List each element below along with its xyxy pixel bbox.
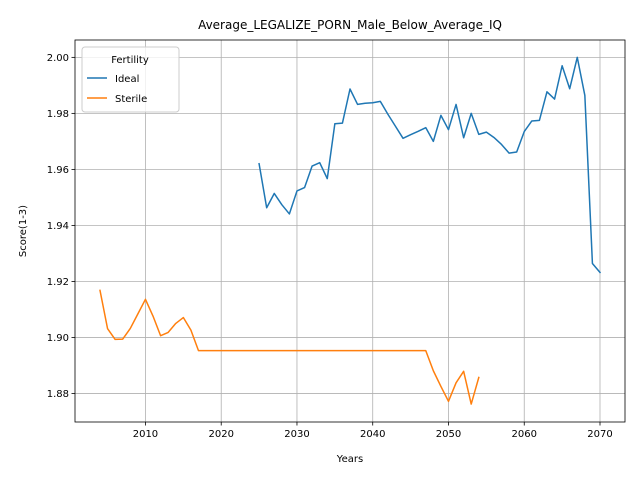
x-tick-label: 2060	[512, 429, 537, 440]
plot-frame	[74, 39, 626, 423]
x-tick-label: 2010	[133, 429, 158, 440]
x-tick-label: 2070	[587, 429, 612, 440]
chart-title: Average_LEGALIZE_PORN_Male_Below_Average…	[198, 18, 502, 32]
y-tick-label: 1.90	[47, 333, 69, 344]
y-axis-label: Score(1-3)	[18, 205, 29, 257]
x-tick-label: 2030	[284, 429, 309, 440]
grid	[75, 40, 625, 422]
legend-label-ideal: Ideal	[115, 74, 139, 85]
series-line-ideal	[258, 56, 602, 274]
x-tick-label: 2040	[360, 429, 385, 440]
x-axis-label: Years	[336, 454, 363, 465]
x-tick-label: 2020	[208, 429, 233, 440]
series-line-sterile	[99, 289, 480, 405]
y-tick-label: 1.88	[47, 389, 69, 400]
y-tick-label: 2.00	[47, 53, 69, 64]
legend-label-sterile: Sterile	[115, 94, 147, 105]
legend-title: Fertility	[111, 55, 149, 66]
series-lines	[99, 56, 602, 405]
x-tick-label: 2050	[436, 429, 461, 440]
y-tick-label: 1.92	[47, 277, 69, 288]
axis-ticks: 2010 2020 2030 2040 2050 2060 2070 1.88 1.90 1.92…	[47, 53, 613, 440]
legend-box	[81, 46, 180, 113]
y-tick-label: 1.94	[47, 221, 69, 232]
legend: Fertility Ideal Sterile	[81, 46, 180, 113]
y-tick-label: 1.96	[47, 165, 69, 176]
y-tick-label: 1.98	[47, 109, 69, 120]
